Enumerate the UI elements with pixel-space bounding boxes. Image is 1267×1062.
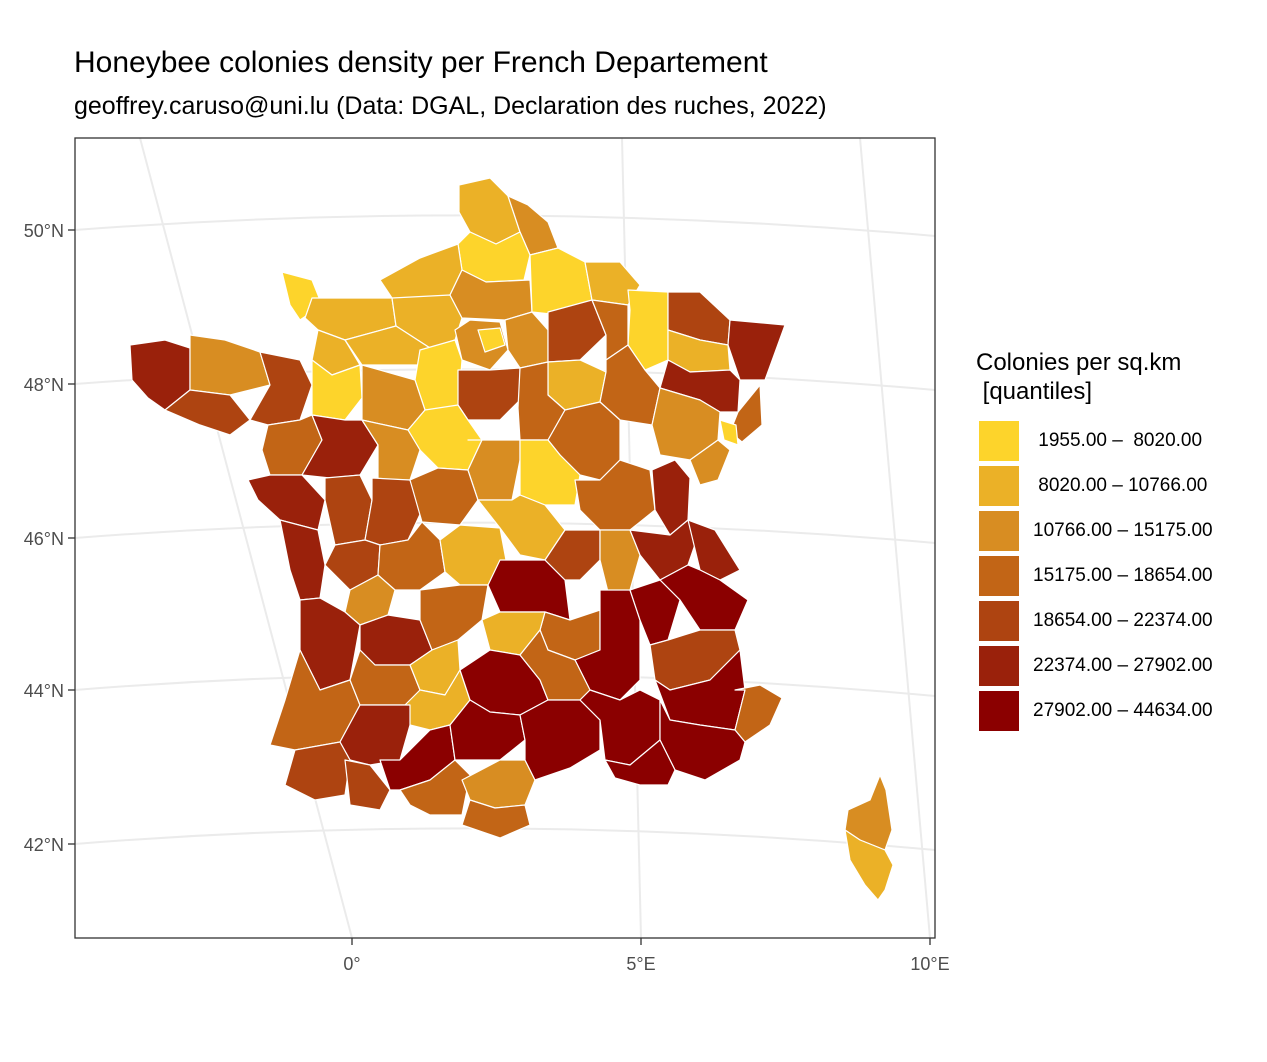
legend-swatch — [979, 465, 1019, 506]
legend-swatch — [979, 645, 1019, 686]
department-region — [419, 584, 489, 651]
department-region — [604, 739, 676, 786]
departments — [129, 177, 894, 901]
lat-axis: 50°N 48°N 46°N 44°N 42°N — [24, 221, 75, 855]
map-subtitle: geoffrey.caruso@uni.lu (Data: DGAL, Decl… — [74, 92, 827, 120]
graticule-lon-0 — [139, 137, 353, 939]
legend-item: 18654.00 – 22374.00 — [976, 598, 1213, 643]
legend-item: 22374.00 – 27902.00 — [976, 643, 1213, 688]
department-region — [344, 759, 391, 811]
department-region — [379, 243, 463, 301]
department-region — [844, 829, 894, 901]
department-region — [399, 759, 471, 816]
department-region — [311, 359, 363, 421]
department-region — [519, 699, 601, 781]
legend-label: 15175.00 – 18654.00 — [1033, 564, 1213, 586]
legend-item: 1955.00 – 8020.00 — [976, 418, 1213, 463]
lat-tick-label: 48°N — [24, 375, 64, 395]
department-region — [409, 467, 479, 526]
lat-tick-label: 50°N — [24, 221, 64, 241]
department-region — [279, 519, 326, 601]
department-region — [504, 311, 549, 369]
lat-tick-label: 42°N — [24, 835, 64, 855]
department-region — [519, 439, 581, 506]
department-region — [324, 474, 373, 546]
legend-label: 10766.00 – 15175.00 — [1033, 519, 1213, 541]
map-title: Honeybee colonies density per French Dep… — [74, 46, 768, 79]
lon-tick-label: 5°E — [626, 954, 655, 974]
legend-swatch — [979, 600, 1019, 641]
legend: Colonies per sq.km [quantiles] 1955.00 –… — [976, 348, 1213, 733]
legend-title: Colonies per sq.km [quantiles] — [976, 349, 1182, 405]
department-region — [687, 519, 741, 581]
legend-label: 27902.00 – 44634.00 — [1033, 699, 1213, 721]
department-region — [461, 799, 531, 839]
legend-item: 15175.00 – 18654.00 — [976, 553, 1213, 598]
department-region — [734, 684, 783, 743]
legend-swatch — [979, 690, 1019, 731]
department-region — [339, 704, 411, 766]
department-region — [727, 319, 786, 381]
lon-tick-label: 0° — [343, 954, 360, 974]
legend-swatch — [979, 555, 1019, 596]
legend-label: 1955.00 – 8020.00 — [1033, 429, 1203, 451]
legend-swatch — [979, 510, 1019, 551]
legend-label: 18654.00 – 22374.00 — [1033, 609, 1213, 631]
lat-tick-label: 46°N — [24, 529, 64, 549]
department-region — [247, 474, 326, 531]
department-region — [189, 334, 271, 396]
legend-label: 22374.00 – 27902.00 — [1033, 654, 1213, 676]
legend-item: 27902.00 – 44634.00 — [976, 688, 1213, 733]
legend-swatch — [979, 420, 1019, 461]
graticule-lon-10 — [859, 137, 931, 939]
legend-item: 8020.00 – 10766.00 — [976, 463, 1213, 508]
department-region — [477, 327, 506, 353]
legend-label: 8020.00 – 10766.00 — [1033, 474, 1208, 496]
lat-tick-label: 44°N — [24, 681, 64, 701]
department-region — [719, 419, 739, 446]
legend-item: 10766.00 – 15175.00 — [976, 508, 1213, 553]
lon-axis: 0° 5°E 10°E — [343, 938, 950, 974]
department-region — [457, 367, 521, 421]
department-region — [284, 741, 351, 801]
department-region — [689, 439, 731, 486]
lon-tick-label: 10°E — [910, 954, 949, 974]
